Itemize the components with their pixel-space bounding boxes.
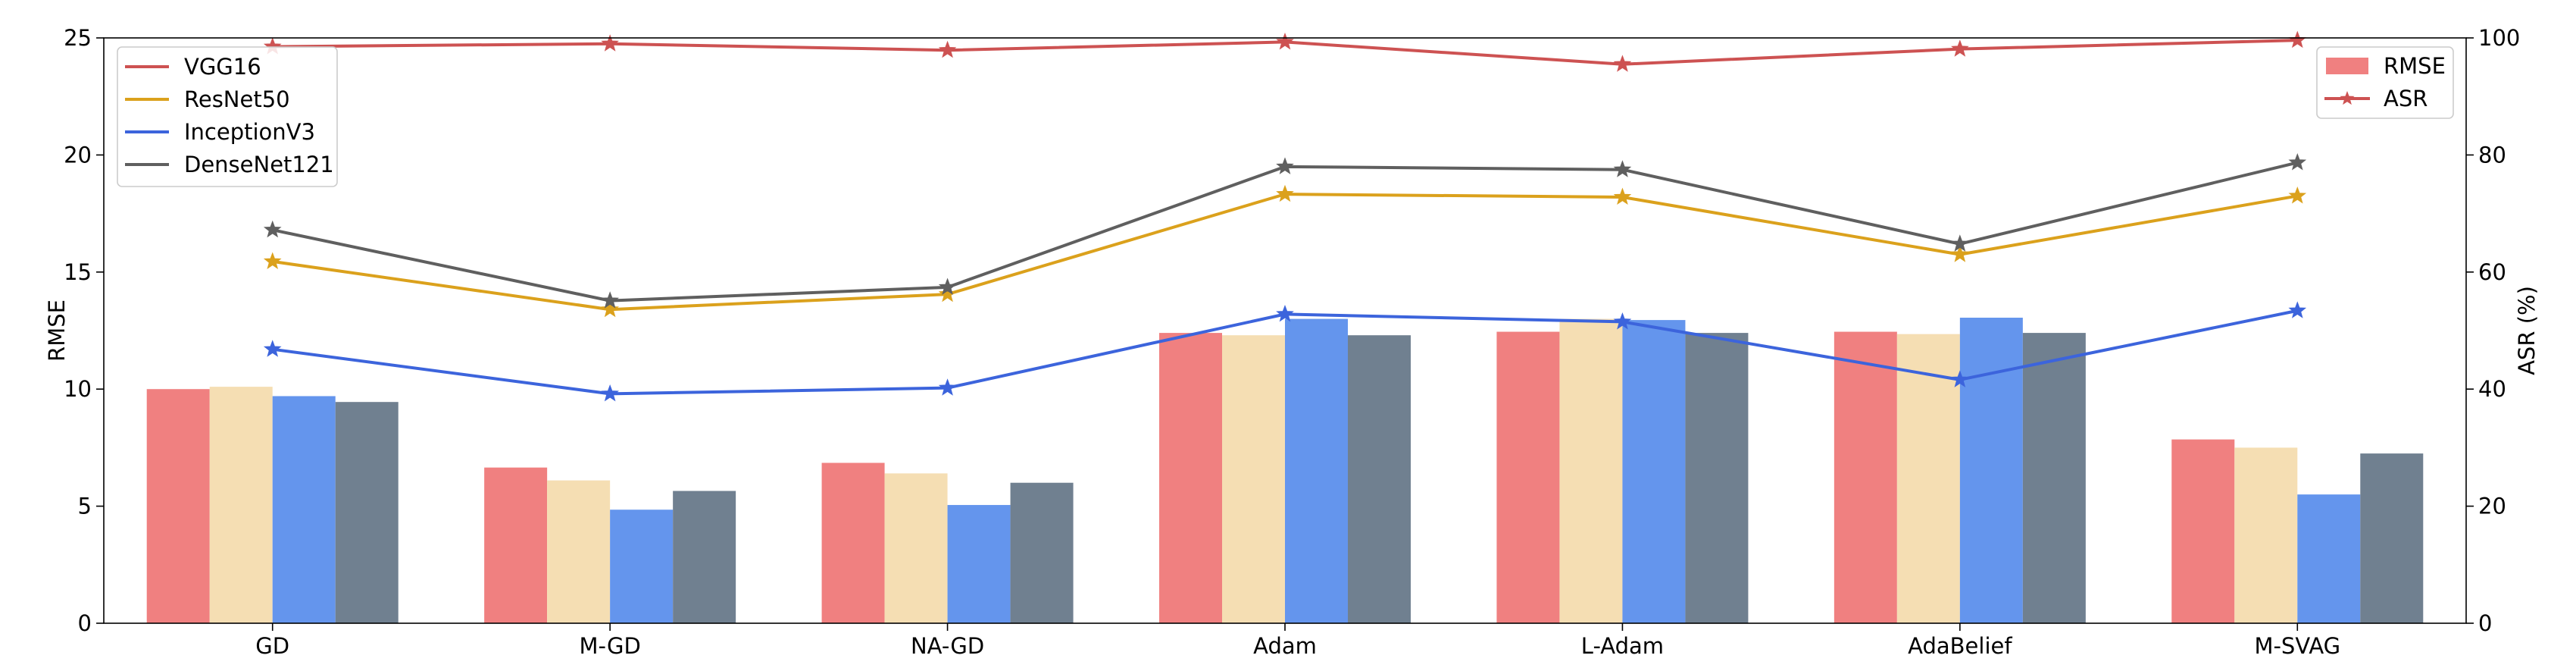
point-asr-vgg16-na-gd [938,40,957,58]
point-asr-inceptionv3-na-gd [938,378,957,396]
bar-rmse-resnet50-l-adam [1559,318,1623,623]
bar-rmse-vgg16-na-gd [821,462,885,623]
y-left-tick-label: 5 [78,494,92,519]
bar-rmse-vgg16-gd [146,389,210,623]
point-asr-inceptionv3-gd [263,340,282,357]
y-right-tick-label: 100 [2478,25,2520,51]
y-left-axis-title: RMSE [44,299,70,362]
y-right-axis-title: ASR (%) [2514,286,2540,375]
line-asr-densenet121 [272,161,2298,303]
legend-label-densenet121: DenseNet121 [184,152,334,177]
bar-rmse-densenet121-adabelief [2022,333,2086,623]
point-asr-densenet121-adabelief [1951,234,1969,252]
bar-rmse-inceptionv3-m-gd [610,510,674,623]
point-asr-vgg16-adabelief [1951,39,1969,57]
y-right-tick-label: 40 [2478,376,2506,402]
point-asr-resnet50-m-gd [601,299,619,318]
x-tick-label: GD [255,633,289,659]
point-asr-vgg16-l-adam [1613,55,1632,72]
bar-rmse-inceptionv3-l-adam [1622,320,1686,623]
bar-rmse-vgg16-adabelief [1834,331,1897,623]
bar-rmse-densenet121-gd [335,402,399,623]
bar-rmse-vgg16-m-svag [2171,439,2235,623]
bar-rmse-resnet50-m-svag [2234,447,2298,623]
point-asr-resnet50-gd [263,252,282,269]
y-left-tick-label: 25 [64,25,92,51]
bar-rmse-inceptionv3-na-gd [947,505,1011,623]
bar-rmse-resnet50-adam [1222,335,1285,623]
point-asr-densenet121-adam [1276,157,1294,174]
legend-models-box [117,46,338,187]
point-asr-densenet121-gd [263,220,282,238]
bar-rmse-resnet50-na-gd [884,473,948,623]
bar-rmse-densenet121-na-gd [1010,482,1074,623]
y-left-tick-label: 15 [64,259,92,285]
legend-label-vgg16: VGG16 [184,54,261,80]
point-asr-inceptionv3-adabelief [1951,370,1969,387]
x-tick-label: AdaBelief [1908,633,2012,659]
bar-rmse-densenet121-m-gd [673,491,736,623]
point-asr-densenet121-m-svag [2288,153,2307,171]
y-left-tick-label: 0 [78,610,92,636]
x-tick-label: L-Adam [1581,633,1664,659]
legend-label-rmse: RMSE [2384,53,2446,79]
legend-label-resnet50: ResNet50 [184,86,290,112]
point-asr-vgg16-adam [1276,32,1294,50]
y-left-tick-label: 20 [64,142,92,168]
bar-rmse-densenet121-l-adam [1685,333,1749,623]
point-asr-resnet50-na-gd [938,284,957,303]
point-asr-densenet121-l-adam [1613,160,1632,177]
point-asr-inceptionv3-l-adam [1613,312,1632,330]
legend-swatch-asr-star [2340,91,2355,105]
point-asr-densenet121-m-gd [601,291,619,309]
bar-rmse-densenet121-adam [1348,335,1411,623]
bar-rmse-densenet121-m-svag [2360,453,2424,623]
y-right-tick-label: 60 [2478,259,2506,285]
y-right-tick-label: 20 [2478,494,2506,519]
bar-rmse-vgg16-adam [1159,333,1222,623]
x-tick-label: M-GD [579,633,640,659]
legend-label-inceptionv3: InceptionV3 [184,119,315,145]
bar-rmse-inceptionv3-m-svag [2297,494,2361,623]
bar-rmse-vgg16-m-gd [484,467,548,623]
legend-swatch-rmse [2326,58,2368,74]
point-asr-resnet50-l-adam [1613,187,1632,205]
bar-rmse-inceptionv3-gd [272,396,336,623]
point-asr-densenet121-na-gd [938,277,957,295]
x-tick-label: NA-GD [911,633,984,659]
point-asr-vgg16-m-gd [601,34,619,52]
x-tick-label: Adam [1253,633,1317,659]
legend-label-asr: ASR [2384,86,2428,111]
y-right-tick-label: 0 [2478,610,2492,636]
point-asr-inceptionv3-adam [1276,304,1294,322]
bar-rmse-resnet50-gd [209,387,273,623]
bar-rmse-vgg16-l-adam [1496,331,1560,623]
y-left-tick-label: 10 [64,376,92,402]
point-asr-resnet50-adabelief [1951,245,1969,262]
point-asr-resnet50-adam [1276,184,1294,202]
y-right-tick-label: 80 [2478,142,2506,168]
point-asr-inceptionv3-m-gd [601,384,619,402]
point-asr-inceptionv3-m-svag [2288,301,2307,318]
x-tick-label: M-SVAG [2254,633,2340,659]
bar-rmse-inceptionv3-adabelief [1959,318,2023,623]
point-asr-vgg16-m-svag [2288,30,2307,49]
point-asr-resnet50-m-svag [2288,187,2307,204]
bar-rmse-resnet50-m-gd [547,480,611,623]
bar-rmse-resnet50-adabelief [1896,334,1960,623]
bar-rmse-inceptionv3-adam [1285,318,1348,623]
